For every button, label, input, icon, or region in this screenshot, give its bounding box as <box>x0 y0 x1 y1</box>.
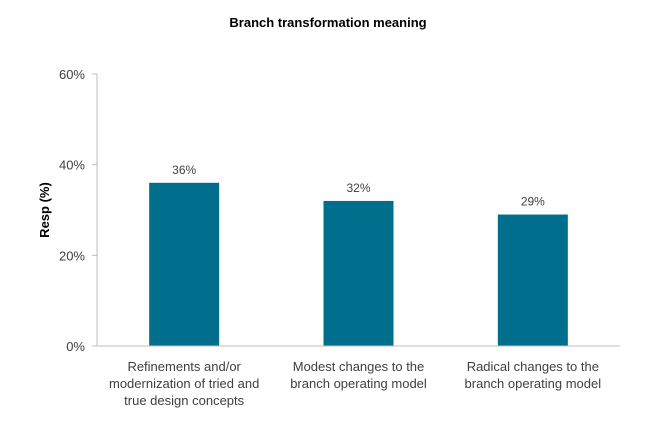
bar <box>323 200 394 346</box>
data-labels: 36% 32% 29% <box>172 163 545 209</box>
data-label: 29% <box>521 195 545 209</box>
y-tick-label: 40% <box>59 158 85 173</box>
y-axis-label: Resp (%) <box>37 182 52 238</box>
x-axis: Refinements and/or modernization of tried… <box>109 359 601 408</box>
chart-title: Branch transformation meaning <box>229 15 426 30</box>
x-tick-label: Refinements and/or modernization of tried… <box>109 359 259 408</box>
bar <box>149 182 220 346</box>
bar <box>497 214 568 346</box>
y-axis: 0% 20% 40% 60% <box>59 67 97 354</box>
y-tick-label: 20% <box>59 248 85 263</box>
data-label: 32% <box>346 181 370 195</box>
bar-series <box>149 182 568 346</box>
x-tick-label: Radical changes to the branch operating m… <box>465 359 602 391</box>
y-tick-label: 0% <box>66 339 85 354</box>
y-tick-label: 60% <box>59 67 85 82</box>
x-tick-label: Modest changes to the branch operating mo… <box>290 359 427 391</box>
data-label: 36% <box>172 163 196 177</box>
